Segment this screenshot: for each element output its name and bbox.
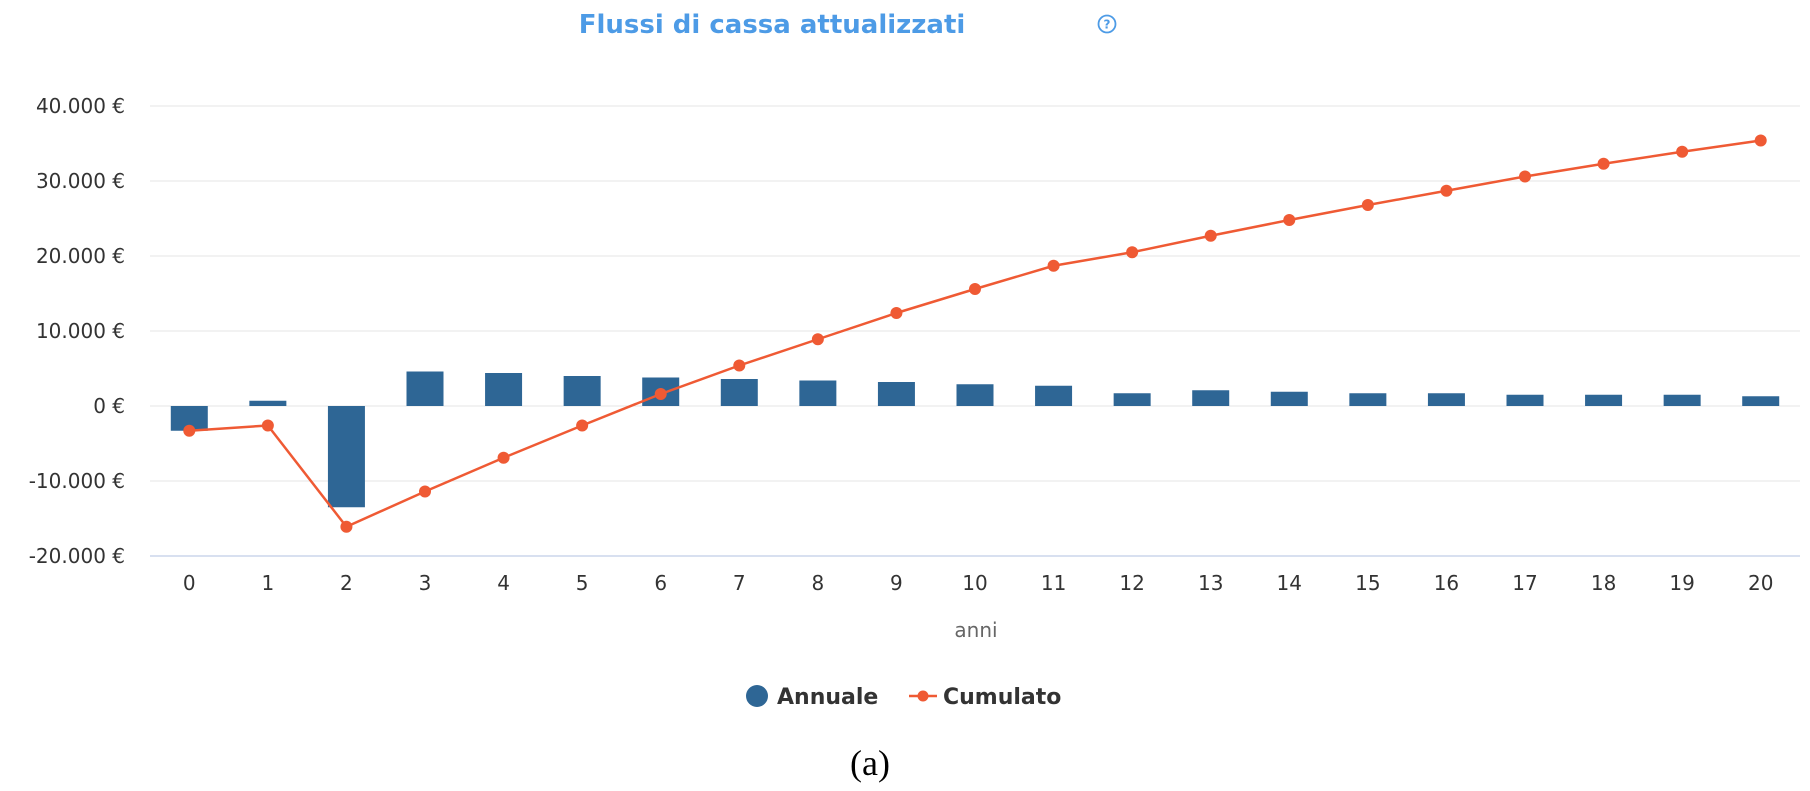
x-tick-label: 0 bbox=[183, 571, 196, 595]
cumulato-point[interactable] bbox=[733, 359, 746, 372]
y-tick-label: 40.000 € bbox=[36, 94, 125, 118]
x-tick-label: 11 bbox=[1041, 571, 1066, 595]
cumulato-point[interactable] bbox=[1126, 246, 1139, 259]
legend-item-cumulato[interactable]: Cumulato bbox=[909, 685, 1061, 710]
x-tick-label: 14 bbox=[1277, 571, 1302, 595]
y-tick-label: 0 € bbox=[93, 394, 125, 418]
cumulato-point[interactable] bbox=[419, 485, 431, 498]
bar-annuale[interactable] bbox=[1663, 394, 1701, 406]
x-tick-label: 9 bbox=[890, 571, 903, 595]
bar-annuale[interactable] bbox=[1349, 393, 1387, 406]
x-tick-label: 13 bbox=[1198, 571, 1223, 595]
svg-text:?: ? bbox=[1104, 18, 1111, 32]
y-tick-label: 30.000 € bbox=[36, 169, 125, 193]
legend: Annuale Cumulato bbox=[746, 685, 1061, 710]
cumulato-point[interactable] bbox=[1361, 199, 1374, 211]
bar-annuale[interactable] bbox=[1427, 393, 1465, 406]
cumulato-point[interactable] bbox=[969, 283, 981, 295]
bar-annuale[interactable] bbox=[877, 382, 915, 406]
x-tick-label: 6 bbox=[654, 571, 667, 595]
cumulato-point[interactable] bbox=[1204, 229, 1217, 242]
x-tick-label: 4 bbox=[497, 571, 510, 595]
bar-annuale[interactable] bbox=[406, 371, 444, 407]
cumulato-point[interactable] bbox=[1440, 184, 1453, 197]
cumulato-point[interactable] bbox=[1597, 157, 1610, 170]
x-tick-label: 19 bbox=[1669, 571, 1694, 595]
bar-annuale[interactable] bbox=[1585, 394, 1623, 406]
cumulato-point[interactable] bbox=[261, 419, 274, 432]
legend-annuale-swatch bbox=[746, 685, 768, 707]
chart-title: Flussi di cassa attualizzati bbox=[579, 10, 966, 40]
bar-annuale[interactable] bbox=[1035, 385, 1073, 406]
bar-annuale[interactable] bbox=[485, 373, 523, 406]
x-tick-label: 18 bbox=[1591, 571, 1616, 595]
x-tick-label: 10 bbox=[962, 571, 987, 595]
bar-annuale[interactable] bbox=[249, 400, 287, 406]
bar-annuale[interactable] bbox=[327, 406, 365, 508]
cumulato-point[interactable] bbox=[497, 451, 510, 464]
y-tick-label: -20.000 € bbox=[29, 544, 125, 568]
cumulato-point[interactable] bbox=[576, 419, 589, 432]
x-tick-label: 3 bbox=[419, 571, 432, 595]
x-tick-label: 12 bbox=[1119, 571, 1144, 595]
x-tick-label: 2 bbox=[340, 571, 353, 595]
cumulato-point[interactable] bbox=[890, 307, 903, 319]
x-tick-label: 16 bbox=[1434, 571, 1459, 595]
y-tick-label: -10.000 € bbox=[29, 469, 125, 493]
bar-annuale[interactable] bbox=[1113, 393, 1151, 406]
bar-annuale[interactable] bbox=[563, 376, 601, 406]
legend-annuale-label: Annuale bbox=[777, 685, 878, 710]
x-tick-label: 15 bbox=[1355, 571, 1380, 595]
bar-annuale[interactable] bbox=[1742, 396, 1780, 406]
bar-annuale[interactable] bbox=[1506, 394, 1544, 406]
chart-title-group: Flussi di cassa attualizzati ? bbox=[579, 10, 1117, 40]
annuale-bars bbox=[170, 371, 1780, 508]
cumulato-point[interactable] bbox=[1519, 170, 1531, 183]
legend-cumulato-label: Cumulato bbox=[943, 685, 1061, 710]
x-tick-label: 20 bbox=[1748, 571, 1773, 595]
bar-annuale[interactable] bbox=[799, 380, 837, 407]
x-tick-label: 5 bbox=[576, 571, 589, 595]
x-tick-label: 1 bbox=[261, 571, 274, 595]
legend-item-annuale[interactable]: Annuale bbox=[746, 685, 878, 710]
cumulato-point[interactable] bbox=[340, 520, 353, 533]
figure-caption: (a) bbox=[850, 743, 890, 783]
x-axis-ticks: 0 1 2 3 4 5 6 7 8 9 10 11 12 13 14 15 16 17 18 19 20 bbox=[183, 571, 1774, 595]
legend-cumulato-swatch-dot bbox=[917, 690, 929, 702]
x-tick-label: 8 bbox=[811, 571, 824, 595]
cumulato-point[interactable] bbox=[1047, 259, 1060, 272]
bar-annuale[interactable] bbox=[1270, 391, 1308, 406]
cumulato-point[interactable] bbox=[1283, 214, 1296, 226]
x-tick-label: 17 bbox=[1512, 571, 1537, 595]
bar-annuale[interactable] bbox=[720, 379, 758, 406]
y-tick-label: 10.000 € bbox=[36, 319, 125, 343]
cumulato-point[interactable] bbox=[1754, 134, 1767, 147]
bar-annuale[interactable] bbox=[1192, 390, 1230, 406]
cumulato-point[interactable] bbox=[654, 388, 667, 400]
bar-annuale[interactable] bbox=[956, 384, 994, 406]
y-tick-label: 20.000 € bbox=[36, 244, 125, 268]
cumulato-point[interactable] bbox=[811, 333, 824, 346]
cumulato-line bbox=[183, 134, 1767, 533]
y-axis-ticks: -20.000 € -10.000 € 0 € 10.000 € 20.000 € 30.… bbox=[29, 94, 125, 568]
x-axis-title: anni bbox=[954, 618, 997, 642]
cumulato-polyline bbox=[189, 139, 1761, 528]
cumulato-point[interactable] bbox=[1676, 145, 1689, 158]
help-circle-icon[interactable]: ? bbox=[1097, 14, 1117, 34]
cumulato-point[interactable] bbox=[183, 424, 196, 437]
x-tick-label: 7 bbox=[733, 571, 746, 595]
